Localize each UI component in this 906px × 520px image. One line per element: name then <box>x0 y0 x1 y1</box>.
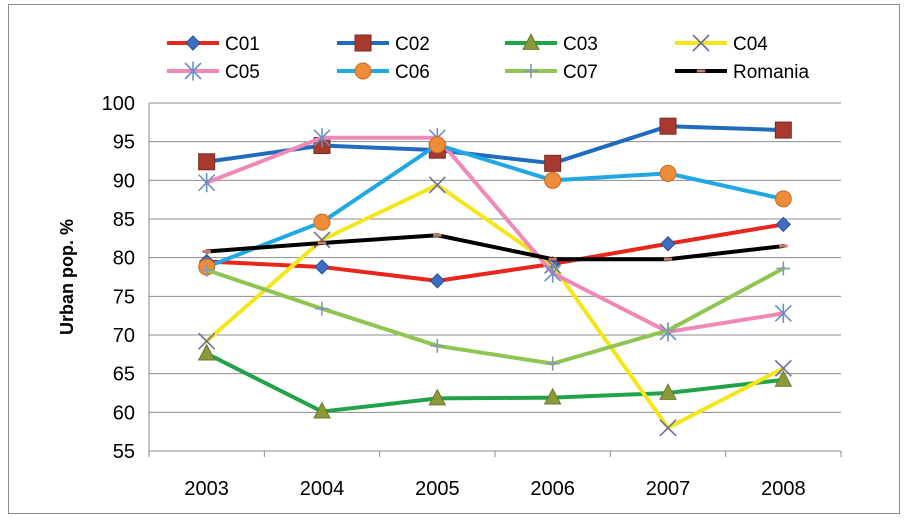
x-tick-label-2003: 2003 <box>184 478 229 500</box>
data-point-c04-2003 <box>198 332 216 350</box>
legend-swatch-marker <box>522 33 540 50</box>
legend-item-c06: C06 <box>337 62 430 83</box>
x-tick-label-2005: 2005 <box>415 478 460 500</box>
data-point-c03-2008 <box>774 369 793 387</box>
series-c05 <box>198 128 792 342</box>
y-tick-label-90: 90 <box>113 170 135 192</box>
chart-frame: 55 60 65 70 75 80 85 90 95 100 2003 2004 2005 2006 200… <box>8 4 900 514</box>
data-point-c01-2007 <box>660 236 676 252</box>
data-point-c04-2007 <box>659 419 677 437</box>
legend-label-c07: C07 <box>563 62 598 83</box>
data-point-c04-2005 <box>428 176 446 194</box>
data-point-c05-2004 <box>313 128 331 148</box>
data-point-c07-2003 <box>199 263 214 278</box>
y-tick-label-60: 60 <box>113 402 135 424</box>
data-point-c02-2007 <box>659 117 677 135</box>
series-c07 <box>199 261 791 371</box>
data-point-c06-2006 <box>544 171 562 189</box>
legend-label-c05: C05 <box>225 62 260 83</box>
data-point-c02-2003 <box>198 153 216 171</box>
series-romania <box>202 233 788 262</box>
series-line-c02 <box>204 124 786 166</box>
x-tick-label-2006: 2006 <box>530 478 575 500</box>
data-point-c07-2006 <box>545 356 560 371</box>
data-point-c03-2005 <box>428 388 447 406</box>
series-c01 <box>198 216 792 289</box>
y-tick-label-100: 100 <box>102 93 135 115</box>
data-point-c05-2006 <box>544 263 562 283</box>
data-point-c03-2006 <box>543 387 562 405</box>
data-point-c04-2008 <box>774 359 792 377</box>
data-point-c07-2007 <box>661 323 675 338</box>
data-point-c01-2005 <box>429 273 446 289</box>
data-point-c06-2004 <box>313 213 331 231</box>
legend-item-c05: C05 <box>167 61 260 83</box>
series-line-romania <box>204 233 786 262</box>
series-line-c07 <box>204 266 786 366</box>
series-line-c04 <box>204 182 786 430</box>
legend-label-c06: C06 <box>395 62 430 83</box>
series-line-c01 <box>204 222 786 283</box>
series-line-c06 <box>204 142 786 269</box>
series-line-c05 <box>204 135 786 334</box>
data-point-c07-2008 <box>776 261 791 276</box>
legend-swatch-marker <box>354 34 372 52</box>
data-point-c01-2004 <box>314 259 330 275</box>
data-point-c04-2004 <box>313 231 331 249</box>
legend-item-c07: C07 <box>505 62 598 83</box>
y-tick-label-85: 85 <box>113 209 135 231</box>
data-point-c07-2005 <box>430 338 445 353</box>
data-point-c03-2007 <box>659 383 677 400</box>
legend-swatch-marker <box>354 62 372 80</box>
legend-label-c02: C02 <box>395 34 430 55</box>
legend-item-c02: C02 <box>337 34 430 55</box>
data-point-c03-2003 <box>197 343 216 361</box>
urban-population-chart: 55 60 65 70 75 80 85 90 95 100 2003 2004 2005 2006 200… <box>57 33 842 500</box>
x-tick-label-2007: 2007 <box>646 478 691 500</box>
legend-swatch-marker <box>185 35 201 51</box>
x-tick-label-2008: 2008 <box>761 478 806 500</box>
data-point-c06-2007 <box>659 164 677 182</box>
y-tick-label-95: 95 <box>113 132 135 154</box>
legend-item-romania: Romania <box>675 62 809 83</box>
legend-label-c04: C04 <box>733 34 768 55</box>
data-point-c02-2006 <box>544 154 562 172</box>
legend-label-romania: Romania <box>733 62 809 83</box>
y-tick-label-75: 75 <box>113 286 135 308</box>
legend: C01 C02 C03 C04 C05 C06 C07 Romania <box>167 33 809 83</box>
x-tick-label-2004: 2004 <box>300 478 345 500</box>
y-tick-label-65: 65 <box>113 364 135 386</box>
data-point-c05-2003 <box>198 173 216 193</box>
legend-item-c03: C03 <box>505 33 598 55</box>
legend-swatch-marker <box>184 61 202 81</box>
y-tick-label-55: 55 <box>113 441 135 463</box>
data-point-c07-2004 <box>315 301 329 316</box>
legend-swatch-marker <box>692 34 710 52</box>
data-point-c06-2005 <box>428 136 446 154</box>
data-point-c01-2008 <box>775 216 792 233</box>
legend-swatch-marker <box>524 64 538 78</box>
y-tick-label-80: 80 <box>113 248 135 270</box>
data-point-c02-2008 <box>774 121 792 139</box>
data-point-c06-2008 <box>774 190 792 208</box>
legend-item-c01: C01 <box>167 34 260 55</box>
legend-label-c01: C01 <box>225 34 260 55</box>
series-c03 <box>197 343 793 419</box>
y-tick-label-70: 70 <box>113 325 135 347</box>
data-point-c03-2004 <box>313 401 331 419</box>
series-line-c03 <box>204 351 786 414</box>
data-point-c05-2008 <box>774 303 792 323</box>
gridlines <box>149 102 841 452</box>
legend-item-c04: C04 <box>675 34 768 55</box>
legend-label-c03: C03 <box>563 34 598 55</box>
y-axis-title: Urban pop. % <box>57 219 77 335</box>
